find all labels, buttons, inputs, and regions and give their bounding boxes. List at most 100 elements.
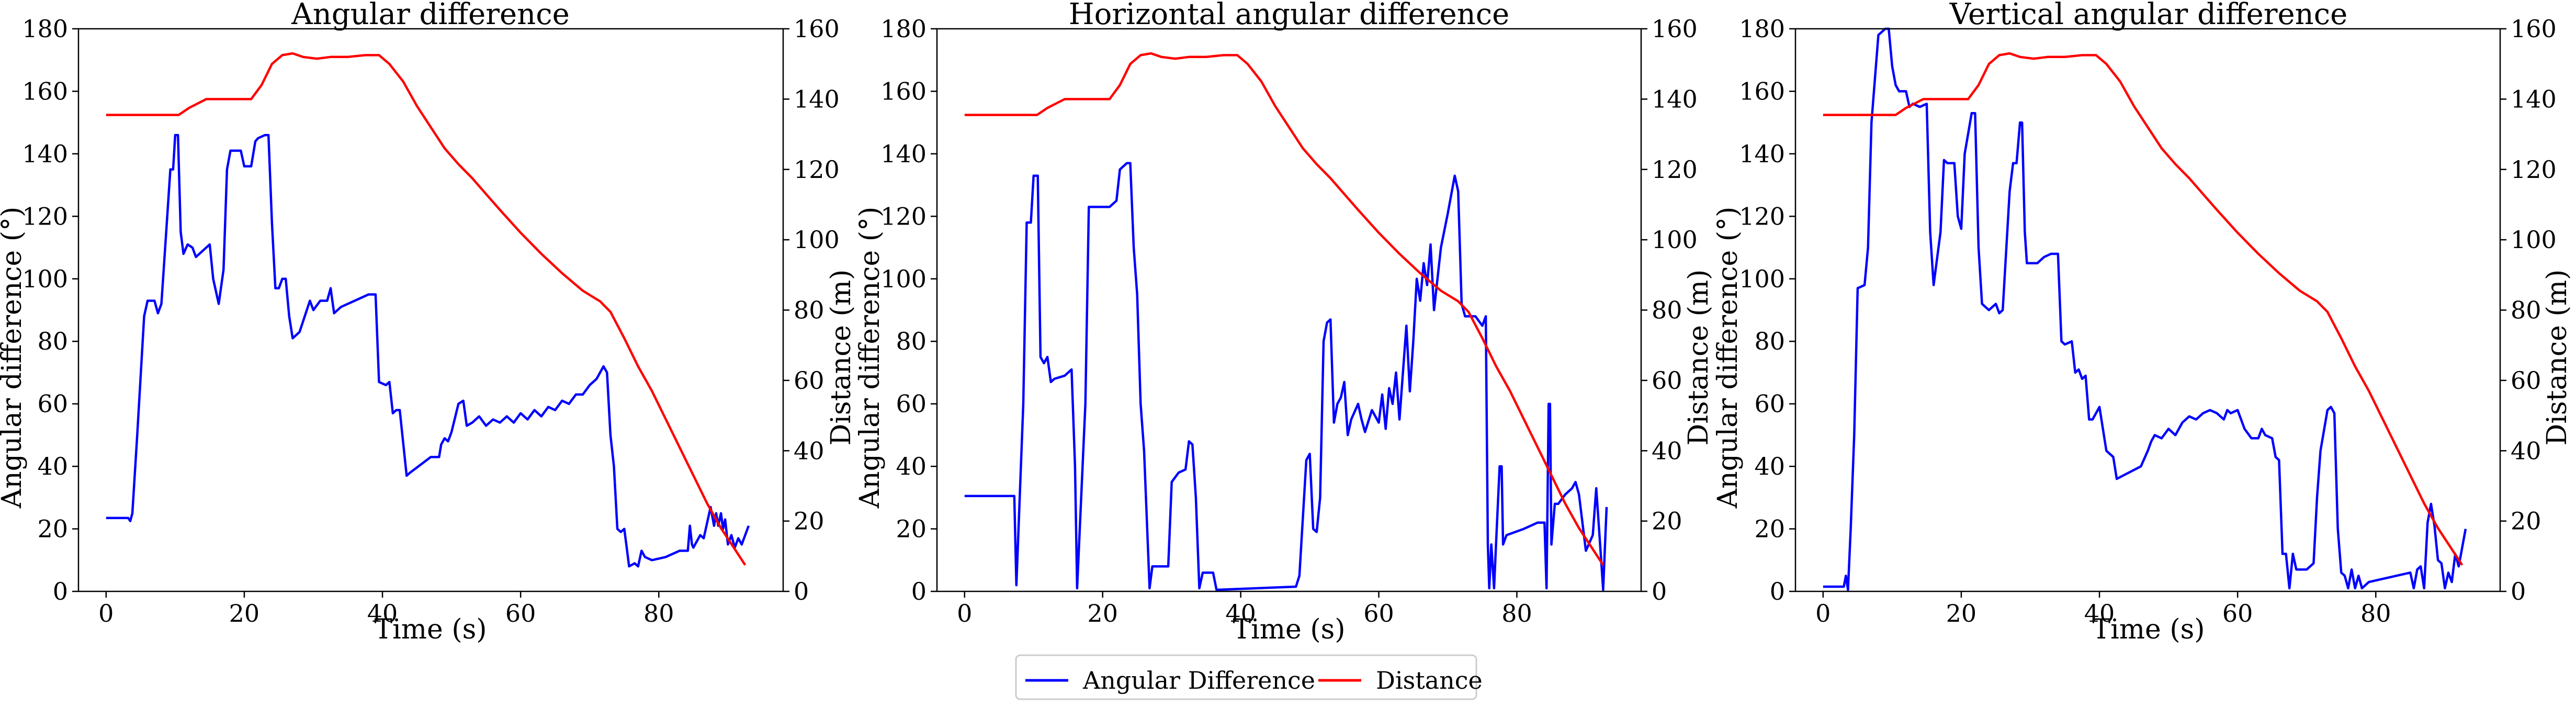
y2-tick-label: 20 bbox=[794, 507, 824, 535]
x-tick-label: 20 bbox=[229, 599, 260, 627]
panel-title: Horizontal angular difference bbox=[1069, 0, 1510, 31]
y-tick-label: 180 bbox=[880, 15, 927, 43]
y-axis-label: Angular difference (°) bbox=[1712, 207, 1744, 509]
y2-tick-label: 100 bbox=[794, 226, 840, 254]
y-tick-label: 140 bbox=[1739, 140, 1785, 168]
x-tick-label: 40 bbox=[1225, 599, 1256, 627]
y2-tick-label: 0 bbox=[1652, 577, 1667, 606]
y2-tick-label: 60 bbox=[2511, 366, 2541, 395]
y2-tick-label: 140 bbox=[794, 85, 840, 113]
y-tick-label: 180 bbox=[1739, 15, 1785, 43]
y-tick-label: 20 bbox=[37, 515, 68, 543]
y-tick-label: 80 bbox=[1754, 327, 1785, 355]
x-tick-label: 60 bbox=[2222, 599, 2253, 627]
y-tick-label: 0 bbox=[53, 577, 68, 606]
x-tick-label: 20 bbox=[1087, 599, 1118, 627]
y-tick-label: 120 bbox=[1739, 202, 1785, 230]
y2-tick-label: 0 bbox=[2511, 577, 2526, 606]
x-tick-label: 60 bbox=[505, 599, 536, 627]
y2-tick-label: 120 bbox=[2511, 155, 2557, 184]
angular-difference-series-line bbox=[106, 133, 750, 568]
y-tick-label: 80 bbox=[896, 327, 927, 355]
y2-axis-label: Distance (m) bbox=[1683, 270, 1714, 446]
panel-vertical-angular-difference: Vertical angular difference Time (s) Ang… bbox=[1712, 0, 2573, 645]
panel-horizontal-angular-difference: Horizontal angular difference Time (s) A… bbox=[854, 0, 1714, 645]
y-tick-label: 160 bbox=[1739, 77, 1785, 105]
y2-tick-label: 40 bbox=[794, 436, 824, 465]
y-tick-label: 180 bbox=[22, 15, 68, 43]
y2-tick-label: 60 bbox=[1652, 366, 1682, 395]
y2-tick-label: 120 bbox=[794, 155, 840, 184]
x-tick-label: 80 bbox=[643, 599, 674, 627]
y2-axis-label: Distance (m) bbox=[2541, 270, 2573, 446]
x-axis-label: Time (s) bbox=[2092, 614, 2205, 645]
y2-tick-label: 160 bbox=[794, 15, 840, 43]
y2-tick-label: 80 bbox=[794, 296, 824, 324]
x-tick-label: 0 bbox=[1815, 599, 1831, 627]
legend-label-distance: Distance bbox=[1376, 666, 1483, 694]
y2-tick-label: 100 bbox=[2511, 226, 2557, 254]
y2-tick-label: 40 bbox=[1652, 436, 1682, 465]
x-axis-label: Time (s) bbox=[374, 614, 487, 645]
y2-tick-label: 40 bbox=[2511, 436, 2541, 465]
angular-difference-series-line bbox=[964, 162, 1608, 591]
y2-tick-label: 140 bbox=[2511, 85, 2557, 113]
legend-label-angular: Angular Difference bbox=[1082, 666, 1315, 694]
y-tick-label: 120 bbox=[880, 202, 927, 230]
y-tick-label: 60 bbox=[37, 390, 68, 418]
y-tick-label: 160 bbox=[22, 77, 68, 105]
y-tick-label: 120 bbox=[22, 202, 68, 230]
y-tick-label: 60 bbox=[896, 390, 927, 418]
y2-tick-label: 60 bbox=[794, 366, 824, 395]
y-tick-label: 40 bbox=[896, 452, 927, 480]
angular-difference-series-line bbox=[1823, 27, 2467, 591]
y-tick-label: 40 bbox=[1754, 452, 1785, 480]
x-tick-label: 20 bbox=[1946, 599, 1977, 627]
y2-tick-label: 20 bbox=[1652, 507, 1682, 535]
x-tick-label: 0 bbox=[98, 599, 114, 627]
axes-frame bbox=[936, 28, 1642, 592]
y-axis-label: Angular difference (°) bbox=[854, 207, 886, 509]
x-tick-label: 0 bbox=[957, 599, 972, 627]
distance-series-line bbox=[106, 52, 747, 566]
y-tick-label: 140 bbox=[22, 140, 68, 168]
distance-series-line bbox=[1823, 52, 2464, 566]
y-tick-label: 0 bbox=[911, 577, 927, 606]
legend: Angular Difference Distance bbox=[1015, 654, 1483, 700]
panel-title: Angular difference bbox=[291, 0, 569, 31]
x-axis-label: Time (s) bbox=[1233, 614, 1345, 645]
panel-title: Vertical angular difference bbox=[1949, 0, 2347, 31]
distance-series-line bbox=[964, 52, 1605, 566]
x-tick-label: 40 bbox=[367, 599, 398, 627]
y2-tick-label: 0 bbox=[794, 577, 809, 606]
y-tick-label: 80 bbox=[37, 327, 68, 355]
y2-axis-label: Distance (m) bbox=[826, 270, 857, 446]
y-tick-label: 60 bbox=[1754, 390, 1785, 418]
plot-area: 0 20 40 60 80 0 20 40 60 80 100 120 140 160 180 0 20 40 60… bbox=[880, 15, 1698, 627]
y-tick-label: 100 bbox=[1739, 265, 1785, 293]
x-tick-label: 60 bbox=[1363, 599, 1394, 627]
y2-tick-label: 100 bbox=[1652, 226, 1698, 254]
y2-tick-label: 140 bbox=[1652, 85, 1698, 113]
axes-frame bbox=[77, 28, 784, 592]
y2-tick-label: 160 bbox=[2511, 15, 2557, 43]
axes-frame bbox=[1794, 28, 2501, 592]
x-tick-label: 80 bbox=[1501, 599, 1532, 627]
y-tick-label: 40 bbox=[37, 452, 68, 480]
y2-tick-label: 160 bbox=[1652, 15, 1698, 43]
y-tick-label: 20 bbox=[1754, 515, 1785, 543]
panel-angular-difference: Angular difference Time (s) Angular diff… bbox=[0, 0, 857, 645]
y-axis-label: Angular difference (°) bbox=[0, 207, 28, 509]
y-tick-label: 0 bbox=[1770, 577, 1785, 606]
x-tick-label: 40 bbox=[2084, 599, 2115, 627]
y-tick-label: 20 bbox=[896, 515, 927, 543]
y2-tick-label: 80 bbox=[1652, 296, 1682, 324]
plot-area: 0 20 40 60 80 0 20 40 60 80 100 120 140 160 180 0 20 40 60… bbox=[1739, 15, 2557, 627]
y2-tick-label: 20 bbox=[2511, 507, 2541, 535]
y-tick-label: 160 bbox=[880, 77, 927, 105]
plot-area: 0 20 40 60 80 0 20 40 60 80 100 120 140 160 180 0 20 40 60… bbox=[22, 15, 840, 627]
x-tick-label: 80 bbox=[2360, 599, 2391, 627]
legend-frame bbox=[1015, 654, 1477, 700]
y2-tick-label: 80 bbox=[2511, 296, 2541, 324]
